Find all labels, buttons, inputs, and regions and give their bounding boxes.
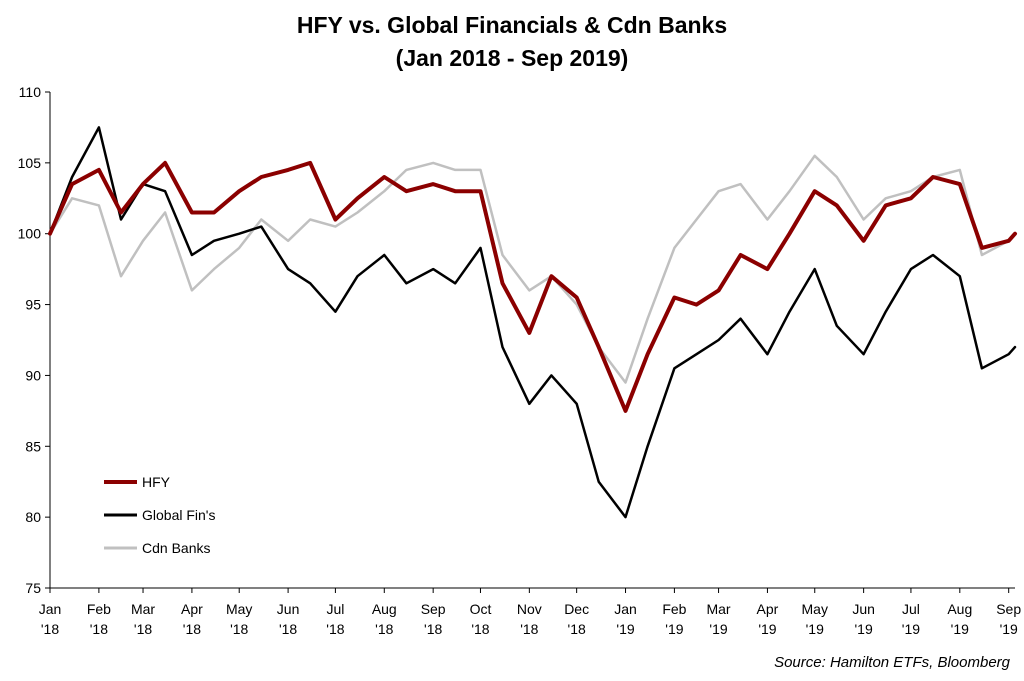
x-tick-label: Aug <box>372 601 397 617</box>
legend-label: Cdn Banks <box>142 540 210 556</box>
legend-label: HFY <box>142 474 171 490</box>
x-tick-label-year: '19 <box>616 621 634 637</box>
series-line-cdn-banks <box>48 154 1017 384</box>
x-tick-label-year: '18 <box>520 621 538 637</box>
x-tick-label-year: '19 <box>758 621 776 637</box>
x-tick-label-year: '18 <box>471 621 489 637</box>
legend-label: Global Fin's <box>142 507 215 523</box>
x-tick-label: Jan <box>614 601 637 617</box>
x-tick-label: Apr <box>757 601 779 617</box>
x-tick-label: Feb <box>662 601 686 617</box>
y-tick-label: 75 <box>25 580 41 596</box>
x-tick-label-year: '18 <box>230 621 248 637</box>
x-tick-label-year: '18 <box>424 621 442 637</box>
x-tick-label-year: '19 <box>709 621 727 637</box>
chart-title: HFY vs. Global Financials & Cdn Banks <box>296 12 728 38</box>
x-tick-label: Mar <box>131 601 155 617</box>
x-tick-label-year: '19 <box>665 621 683 637</box>
x-tick-label: Sep <box>421 601 446 617</box>
y-tick-label: 80 <box>25 509 41 525</box>
y-tick-label: 85 <box>25 438 41 454</box>
x-tick-label-year: '18 <box>375 621 393 637</box>
x-tick-label-year: '18 <box>279 621 297 637</box>
chart-subtitle: (Jan 2018 - Sep 2019) <box>395 45 629 71</box>
x-tick-label-year: '19 <box>951 621 969 637</box>
x-tick-label-year: '19 <box>902 621 920 637</box>
x-tick-label-year: '18 <box>90 621 108 637</box>
x-tick-label: Oct <box>470 601 492 617</box>
x-tick-label-year: '19 <box>806 621 824 637</box>
x-tick-label-year: '18 <box>134 621 152 637</box>
x-tick-label-year: '18 <box>568 621 586 637</box>
x-tick-label-year: '19 <box>855 621 873 637</box>
y-tick-label: 100 <box>18 226 42 242</box>
series-line-hfy <box>48 160 1017 413</box>
x-tick-label: May <box>802 601 828 617</box>
x-tick-label: Sep <box>996 601 1021 617</box>
x-tick-label-year: '18 <box>41 621 59 637</box>
x-tick-label-year: '18 <box>183 621 201 637</box>
x-tick-label: Aug <box>947 601 972 617</box>
x-tick-label-year: '19 <box>1000 621 1018 637</box>
x-tick-label: Jul <box>902 601 920 617</box>
x-tick-label: Jan <box>39 601 62 617</box>
x-tick-label: Jul <box>326 601 344 617</box>
y-tick-label: 105 <box>18 155 42 171</box>
x-tick-label: Apr <box>181 601 203 617</box>
y-tick-label: 90 <box>25 367 41 383</box>
series-line-global-fin-s <box>48 126 1017 519</box>
x-tick-label: Jun <box>277 601 300 617</box>
source-note: Source: Hamilton ETFs, Bloomberg <box>774 654 1010 671</box>
x-tick-label: Jun <box>852 601 875 617</box>
x-tick-label: May <box>226 601 252 617</box>
x-tick-label: Mar <box>706 601 730 617</box>
x-tick-label: Dec <box>564 601 589 617</box>
y-tick-label: 110 <box>19 84 42 100</box>
y-tick-label: 95 <box>25 297 41 313</box>
x-tick-label-year: '18 <box>326 621 344 637</box>
x-tick-label: Feb <box>87 601 111 617</box>
x-tick-label: Nov <box>517 601 542 617</box>
